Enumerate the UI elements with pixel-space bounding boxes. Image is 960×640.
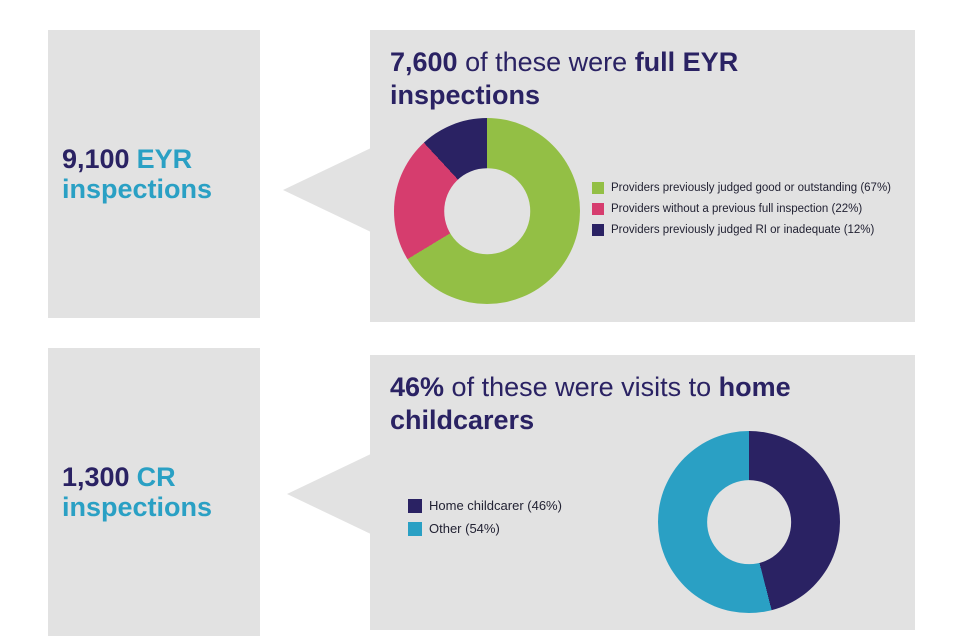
legend-label: Providers previously judged RI or inadeq… (611, 224, 875, 236)
cr-legend: Home childcarer (46%) Other (54%) (408, 498, 562, 544)
eyr-count-word: inspections (62, 174, 213, 204)
eyr-count-label: 9,100 EYR inspections (48, 30, 260, 318)
legend-item: Home childcarer (46%) (408, 498, 562, 513)
cr-count-value: 1,300 (62, 461, 130, 492)
cr-count-line1: 1,300 CR (62, 462, 260, 492)
legend-item: Providers without a previous full inspec… (592, 203, 891, 215)
legend-label: Providers without a previous full inspec… (611, 203, 863, 215)
eyr-donut-hole (444, 168, 530, 254)
legend-item: Providers previously judged RI or inadeq… (592, 224, 891, 236)
eyr-detail-panel: 7,600 of these were full EYR inspections… (370, 30, 915, 322)
legend-label: Providers previously judged good or outs… (611, 182, 891, 194)
legend-swatch-navy (592, 224, 604, 236)
speech-pointer-bottom (287, 452, 375, 536)
eyr-headline-lead: 7,600 (390, 47, 458, 77)
eyr-headline-tail: full EYR inspections (390, 47, 739, 110)
cr-headline: 46% of these were visits to home childca… (390, 371, 860, 437)
legend-swatch-navy (408, 498, 422, 513)
cr-count-box: 1,300 CR inspections (48, 348, 260, 636)
legend-swatch-pink (592, 203, 604, 215)
eyr-count-value: 9,100 (62, 143, 130, 174)
legend-label: Other (54%) (429, 521, 500, 536)
eyr-donut-chart (394, 118, 580, 304)
cr-count-word: inspections (62, 492, 213, 522)
cr-donut-chart (658, 431, 840, 613)
legend-item: Other (54%) (408, 521, 562, 536)
legend-label: Home childcarer (46%) (429, 498, 562, 513)
cr-headline-tail: home childcarers (390, 372, 791, 435)
eyr-headline-middle: of these were (457, 47, 635, 77)
cr-donut-hole (707, 480, 791, 564)
cr-headline-middle: of these were visits to (444, 372, 719, 402)
eyr-legend: Providers previously judged good or outs… (592, 182, 891, 245)
eyr-count-kind: EYR (136, 143, 193, 174)
speech-pointer-top (283, 148, 371, 232)
eyr-count-line1: 9,100 EYR (62, 144, 260, 174)
eyr-headline: 7,600 of these were full EYR inspections (390, 46, 820, 112)
legend-swatch-green (592, 182, 604, 194)
legend-item: Providers previously judged good or outs… (592, 182, 891, 194)
eyr-count-box: 9,100 EYR inspections (48, 30, 260, 318)
cr-detail-panel: 46% of these were visits to home childca… (370, 355, 915, 630)
cr-count-kind: CR (136, 461, 176, 492)
cr-headline-lead: 46% (390, 372, 445, 402)
cr-count-label: 1,300 CR inspections (48, 348, 260, 636)
legend-swatch-teal (408, 521, 422, 536)
